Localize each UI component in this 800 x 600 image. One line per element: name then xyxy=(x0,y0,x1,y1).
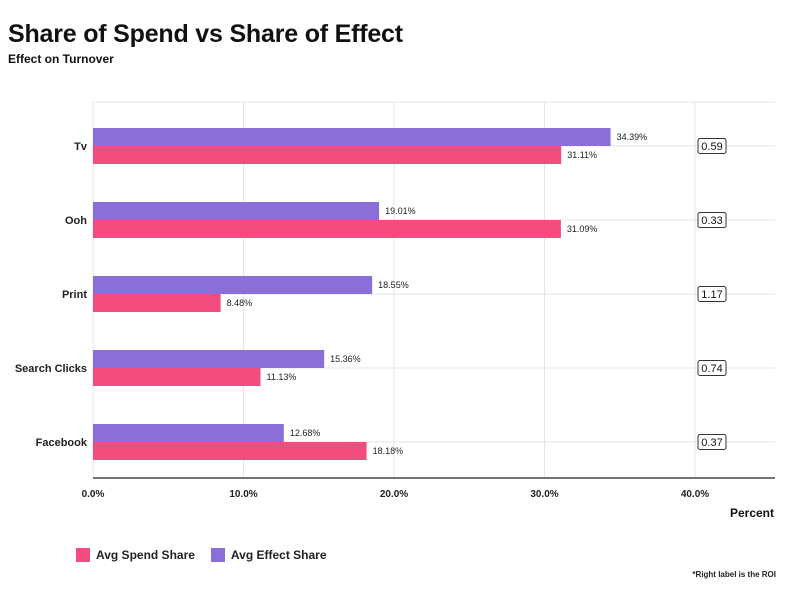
x-axis: 0.0% 10.0% 20.0% 30.0% 40.0% xyxy=(82,477,775,500)
data-label: 15.36% xyxy=(330,354,361,364)
data-label: 18.55% xyxy=(378,280,409,290)
roi-label: 0.74 xyxy=(701,363,722,375)
category-label: Ooh xyxy=(65,215,87,227)
bar-spend-facebook xyxy=(93,442,367,460)
roi-box xyxy=(697,434,727,450)
bar-effect-ooh xyxy=(93,202,380,220)
roi-label: 0.59 xyxy=(701,141,722,153)
roi-label: 0.37 xyxy=(701,437,722,449)
x-tick-label: 20.0% xyxy=(380,489,408,500)
data-label: 11.13% xyxy=(267,372,297,382)
category-label: Search Clicks xyxy=(15,363,87,375)
bars-group xyxy=(93,128,611,460)
data-label: 19.01% xyxy=(385,206,416,216)
data-label: 31.09% xyxy=(567,224,598,234)
legend-label: Avg Effect Share xyxy=(230,548,327,562)
category-label: Tv xyxy=(74,141,88,153)
x-tick-label: 30.0% xyxy=(530,489,558,500)
bar-spend-search-clicks xyxy=(93,368,261,386)
roi-box xyxy=(697,138,727,154)
bar-spend-ooh xyxy=(93,220,561,238)
data-label: 8.48% xyxy=(227,298,253,308)
data-label: 18.18% xyxy=(373,446,404,456)
data-label: 12.68% xyxy=(290,428,321,438)
legend: Avg Spend Share Avg Effect Share xyxy=(76,548,343,562)
legend-label: Avg Spend Share xyxy=(96,548,195,562)
legend-item: Avg Effect Share xyxy=(210,548,327,562)
x-axis-title: Percent xyxy=(730,506,774,520)
roi-label: 1.17 xyxy=(701,289,722,301)
data-labels: 34.39% 31.11% 19.01% 31.09% 18.55% 8.48% 15.36… xyxy=(227,132,647,456)
data-label: 31.11% xyxy=(567,150,597,160)
x-tick-label: 0.0% xyxy=(82,489,105,500)
bar-effect-facebook xyxy=(93,424,284,442)
chart-title: Share of Spend vs Share of Effect xyxy=(8,20,403,48)
bar-spend-tv xyxy=(93,146,562,164)
roi-labels: 0.59 0.33 1.17 0.74 0.37 xyxy=(697,138,727,450)
bar-effect-print xyxy=(93,276,373,294)
category-label: Print xyxy=(62,289,87,301)
footnote: *Right label is the ROI xyxy=(692,570,776,579)
category-labels: Tv Ooh Print Search Clicks Facebook xyxy=(15,141,88,449)
x-tick-label: 10.0% xyxy=(229,489,257,500)
legend-item: Avg Spend Share xyxy=(76,548,195,562)
roi-box xyxy=(697,360,727,376)
data-label: 34.39% xyxy=(617,132,648,142)
x-tick-label: 40.0% xyxy=(681,489,709,500)
bar-spend-print xyxy=(93,294,221,312)
bar-effect-search-clicks xyxy=(93,350,325,368)
chart-subtitle: Effect on Turnover xyxy=(8,52,114,66)
legend-swatch xyxy=(76,548,90,562)
bar-effect-tv xyxy=(93,128,611,146)
roi-box xyxy=(697,286,727,302)
roi-label: 0.33 xyxy=(701,215,722,227)
legend-swatch xyxy=(210,548,225,562)
category-label: Facebook xyxy=(36,437,88,449)
roi-box xyxy=(697,212,727,228)
